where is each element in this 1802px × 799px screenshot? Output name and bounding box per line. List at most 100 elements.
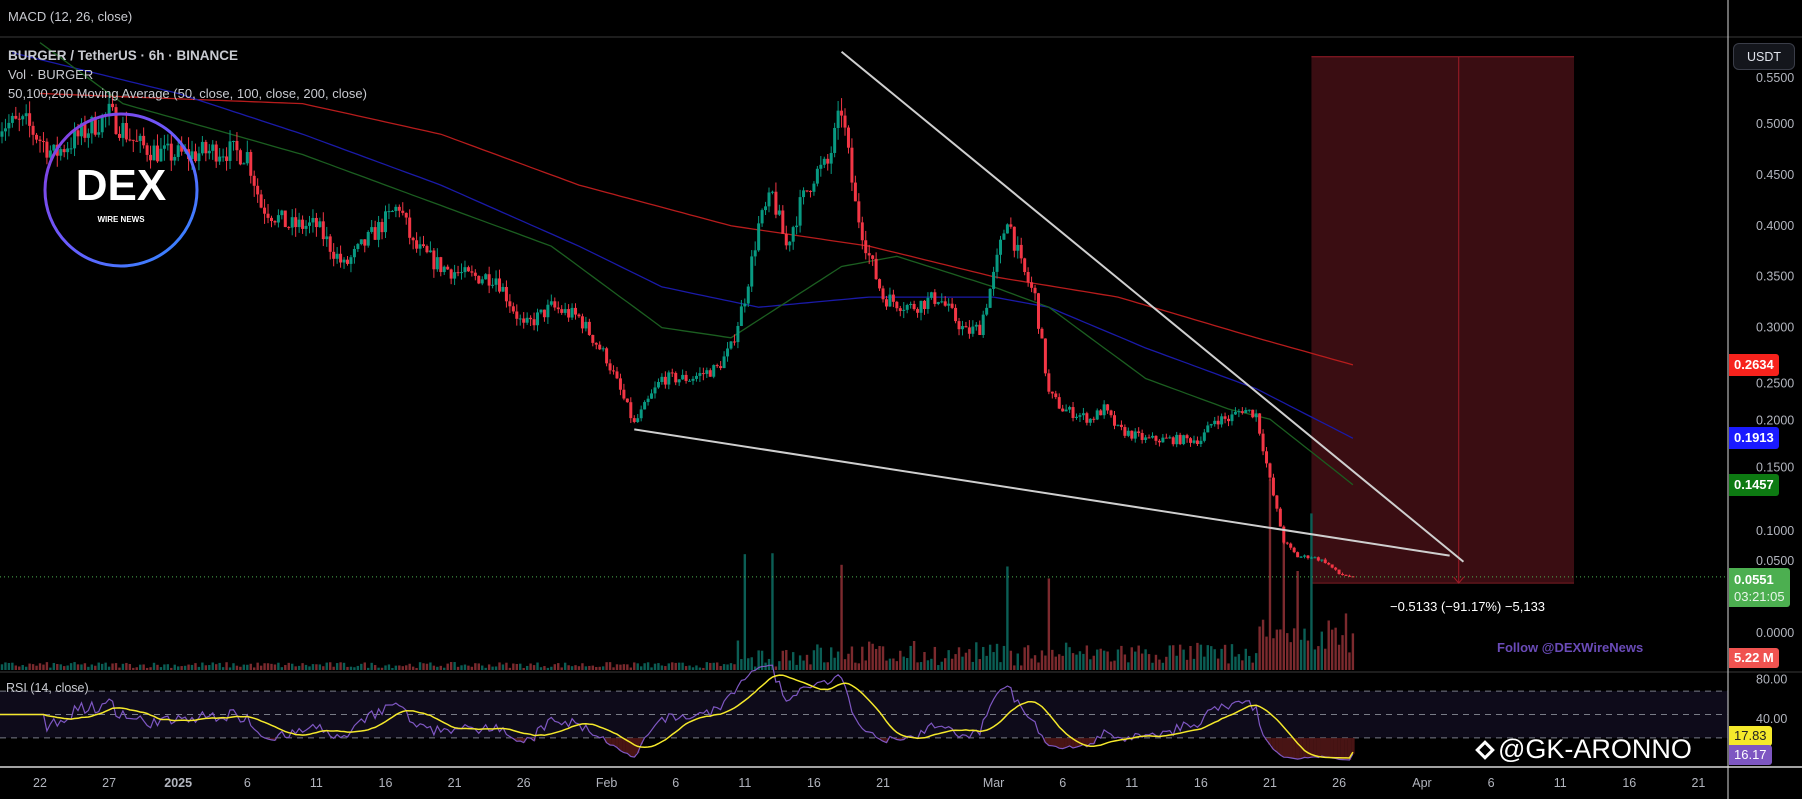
volume-bar [253, 667, 256, 670]
volume-bar [1023, 647, 1026, 670]
candle-body [425, 246, 429, 253]
time-tick-label: 16 [1194, 776, 1208, 790]
macd-legend[interactable]: MACD (12, 26, close) [8, 9, 133, 24]
volume-bar [1348, 652, 1351, 670]
volume-bar [857, 663, 861, 670]
candle-body [41, 141, 45, 143]
volume-bar [1047, 578, 1051, 670]
volume-bar [83, 663, 87, 670]
volume-bar [926, 660, 930, 670]
volume-bar [221, 667, 225, 670]
candle-body [24, 113, 28, 117]
volume-bar [850, 646, 854, 670]
time-tick-label: 21 [448, 776, 462, 790]
volume-bar [211, 662, 214, 670]
time-tick-label: 21 [876, 776, 890, 790]
volume-bar [0, 664, 4, 670]
volume-bar [1026, 645, 1030, 670]
candle-body [1092, 418, 1096, 420]
volume-label: 5.22 M [1729, 648, 1779, 668]
volume-bar [287, 662, 290, 670]
price-tick-label: 0.2000 [1756, 413, 1794, 427]
candle-body [287, 227, 291, 229]
volume-bar [532, 665, 536, 670]
candle-body [971, 326, 975, 334]
volume-bar [259, 665, 263, 670]
volume-bar [757, 650, 760, 670]
trendline[interactable] [634, 428, 1450, 557]
candle-body [974, 324, 978, 327]
volume-bar [1272, 638, 1275, 670]
volume-bar [1123, 654, 1127, 670]
volume-bar [626, 664, 629, 670]
candle-body [204, 141, 208, 154]
volume-bar [1113, 660, 1116, 670]
volume-bar [225, 662, 228, 670]
moving-average-legend[interactable]: 50,100,200 Moving Average (50, close, 10… [8, 86, 367, 101]
candle-body [1030, 282, 1034, 288]
candle-body [708, 370, 712, 377]
candle-body [418, 244, 422, 249]
volume-bar [1185, 659, 1189, 670]
candle-body [853, 182, 857, 202]
candle-body [494, 278, 498, 285]
candle-body [1113, 415, 1117, 426]
candle-body [131, 139, 135, 141]
candle-body [470, 271, 474, 273]
candle-body [1199, 440, 1203, 445]
volume-bar [698, 667, 702, 670]
candle-body [988, 288, 992, 308]
candle-body [273, 221, 277, 223]
trendlines[interactable] [0, 50, 1728, 578]
candle-body [985, 307, 989, 315]
volume-bar [633, 662, 636, 670]
volume-bar [868, 641, 871, 670]
volume-bar [591, 665, 594, 670]
volume-bar [1078, 651, 1082, 670]
time-tick-label: Mar [983, 776, 1005, 790]
volume-bar [639, 666, 643, 670]
volume-bar [263, 663, 266, 670]
candle-body [739, 306, 743, 326]
volume-bar [315, 664, 318, 670]
volume-bar [329, 662, 332, 670]
candle-body [760, 210, 764, 224]
candle-body [698, 373, 702, 376]
volume-bar [1161, 662, 1165, 670]
volume-bar [1244, 648, 1247, 670]
rsi-legend[interactable]: RSI (14, close) [6, 681, 89, 695]
volume-bar [173, 664, 176, 670]
candle-countdown: 03:21:05 [1734, 589, 1785, 604]
measurement-box[interactable] [1311, 56, 1575, 584]
volume-bar [947, 650, 950, 670]
trendline[interactable] [840, 50, 1465, 563]
candle-body [1303, 555, 1307, 557]
candle-body [878, 279, 882, 289]
candle-body [190, 151, 194, 160]
volume-bar [346, 666, 349, 670]
volume-bar [1230, 644, 1234, 670]
candle-body [1227, 418, 1231, 422]
symbol-legend[interactable]: BURGER / TetherUS · 6h · BINANCE [8, 48, 239, 63]
candle-body [774, 191, 778, 215]
volume-bar [380, 667, 384, 670]
volume-bar [543, 666, 546, 670]
volume-legend[interactable]: Vol · BURGER [8, 67, 94, 82]
axes: 0.5500 0.5000 0.4500 0.4000 0.3500 0.3000 0.25… [33, 71, 1794, 790]
candle-body [394, 206, 398, 212]
candle-body [90, 116, 94, 134]
volume-bar [1210, 646, 1213, 670]
candle-body [570, 307, 574, 318]
dex-wire-news-logo: DEX WIRE NEWS [43, 112, 199, 268]
candle-body [31, 125, 35, 135]
candle-body [667, 372, 671, 385]
volume-bar [484, 667, 487, 670]
moving-averages [12, 42, 1354, 486]
volume-bar [1241, 660, 1244, 670]
volume-bar [598, 666, 601, 670]
currency-button[interactable]: USDT [1733, 43, 1795, 70]
volume-bar [1341, 635, 1344, 670]
volume-bar [605, 662, 608, 670]
volume-bar [1061, 655, 1064, 670]
